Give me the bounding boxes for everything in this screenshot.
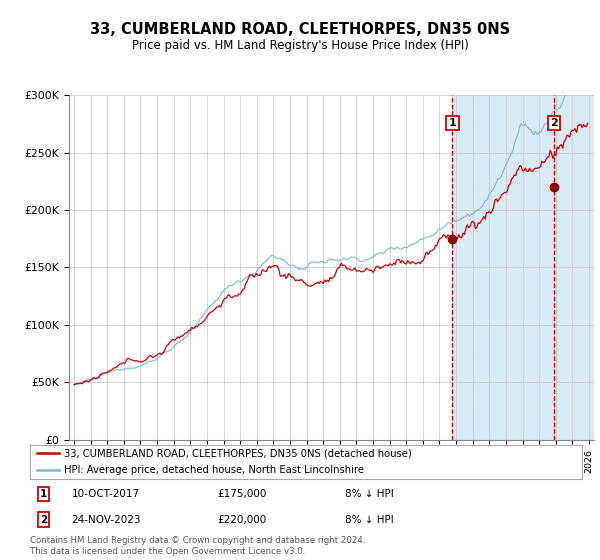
Text: 2: 2 bbox=[550, 118, 558, 128]
Text: 33, CUMBERLAND ROAD, CLEETHORPES, DN35 0NS (detached house): 33, CUMBERLAND ROAD, CLEETHORPES, DN35 0… bbox=[64, 448, 412, 458]
Text: 33, CUMBERLAND ROAD, CLEETHORPES, DN35 0NS: 33, CUMBERLAND ROAD, CLEETHORPES, DN35 0… bbox=[90, 22, 510, 38]
Text: Contains HM Land Registry data © Crown copyright and database right 2024.
This d: Contains HM Land Registry data © Crown c… bbox=[30, 536, 365, 556]
Text: 1: 1 bbox=[40, 489, 47, 499]
Text: 1: 1 bbox=[449, 118, 457, 128]
Text: £175,000: £175,000 bbox=[218, 489, 267, 499]
Text: 24-NOV-2023: 24-NOV-2023 bbox=[71, 515, 141, 525]
Text: 8% ↓ HPI: 8% ↓ HPI bbox=[344, 515, 394, 525]
Text: 2: 2 bbox=[40, 515, 47, 525]
Text: Price paid vs. HM Land Registry's House Price Index (HPI): Price paid vs. HM Land Registry's House … bbox=[131, 39, 469, 52]
Text: £220,000: £220,000 bbox=[218, 515, 267, 525]
Bar bbox=[452, 95, 600, 440]
Text: 10-OCT-2017: 10-OCT-2017 bbox=[71, 489, 140, 499]
Text: HPI: Average price, detached house, North East Lincolnshire: HPI: Average price, detached house, Nort… bbox=[64, 465, 364, 475]
Text: 8% ↓ HPI: 8% ↓ HPI bbox=[344, 489, 394, 499]
